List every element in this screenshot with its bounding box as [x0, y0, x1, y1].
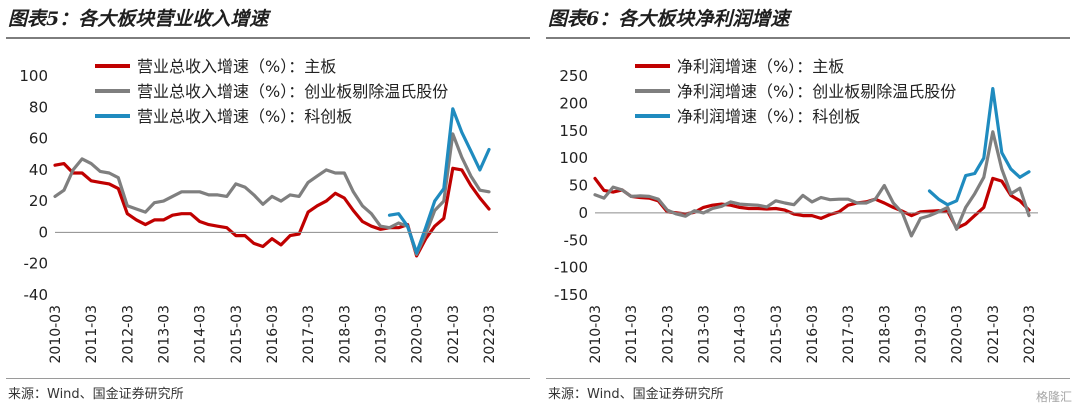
- series-line-2: [593, 130, 1031, 238]
- x-tick-label: 2019-03: [913, 305, 929, 364]
- x-tick-label: 2020-03: [950, 305, 966, 364]
- chart-title-left: 图表5：各大板块营业收入增速: [8, 8, 269, 30]
- y-tick-label: -50: [564, 231, 589, 249]
- legend-label-2: 净利润增速（%）：创业板剔除温氏股份: [677, 82, 956, 101]
- chart-revenue-growth: -40 -20 0 20 40 60 80 100 2010-03 2011-03 2012-03 2…: [19, 57, 498, 364]
- x-tick-label: 2014-03: [733, 305, 749, 364]
- y-tick-label: 40: [29, 161, 48, 179]
- x-tick-label: 2022-03: [482, 305, 498, 364]
- series-line-3: [927, 86, 1031, 207]
- x-tick-label: 2013-03: [156, 305, 172, 364]
- x-tick-label: 2010-03: [588, 305, 604, 364]
- y-tick-label: 50: [569, 177, 588, 195]
- x-tick-label: 2016-03: [805, 305, 821, 364]
- x-tick-label: 2017-03: [841, 305, 857, 364]
- y-tick-label: 80: [29, 98, 48, 116]
- legend-label-2: 营业总收入增速（%）：创业板剔除温氏股份: [137, 82, 448, 101]
- x-tick-label: 2015-03: [229, 305, 245, 364]
- y-tick-label: 20: [29, 192, 48, 210]
- x-tick-label: 2018-03: [337, 305, 353, 364]
- title-rule-left: [6, 37, 530, 39]
- y-tick-label: 150: [559, 122, 588, 140]
- source-note-left: 来源：Wind、国金证券研究所: [8, 387, 184, 402]
- y-tick-label: 0: [578, 204, 588, 222]
- watermark-logo: 格隆汇: [1035, 390, 1072, 404]
- x-tick-label: 2015-03: [769, 305, 785, 364]
- x-tick-label: 2021-03: [446, 305, 462, 364]
- x-tick-label: 2019-03: [373, 305, 389, 364]
- y-tick-label: -20: [24, 255, 49, 273]
- source-note-right: 来源：Wind、国金证券研究所: [548, 387, 724, 402]
- x-tick-label: 2011-03: [84, 305, 100, 364]
- series-line-3: [387, 107, 491, 255]
- x-tick-label: 2017-03: [301, 305, 317, 364]
- y-tick-label: 100: [559, 149, 588, 167]
- x-tick-label: 2011-03: [624, 305, 640, 364]
- source-rule-left: [6, 378, 530, 379]
- legend-label-3: 营业总收入增速（%）：科创板: [137, 107, 352, 126]
- x-tick-label: 2020-03: [410, 305, 426, 364]
- y-tick-label: -150: [554, 286, 588, 304]
- y-tick-label: 200: [559, 94, 588, 112]
- y-tick-label: 60: [29, 130, 48, 148]
- legend-label-3: 净利润增速（%）：科创板: [677, 107, 860, 126]
- y-tick-label: 0: [38, 223, 48, 241]
- y-tick-label: 100: [19, 67, 48, 85]
- chart-title-right: 图表6：各大板块净利润增速: [548, 8, 790, 30]
- y-tick-label: -100: [554, 259, 588, 277]
- chart-profit-growth: -150 -100 -50 0 50 100 150 200 250 2010-03 2011-03…: [554, 57, 1038, 364]
- legend-label-1: 净利润增速（%）：主板: [677, 57, 844, 76]
- x-tick-label: 2018-03: [877, 305, 893, 364]
- y-tick-label: -40: [24, 286, 49, 304]
- x-tick-label: 2022-03: [1022, 305, 1038, 364]
- source-rule-right: [546, 378, 1070, 379]
- x-tick-label: 2012-03: [120, 305, 136, 364]
- series-line-1: [53, 161, 491, 258]
- x-tick-label: 2013-03: [696, 305, 712, 364]
- x-tick-label: 2010-03: [48, 305, 64, 364]
- x-tick-label: 2012-03: [660, 305, 676, 364]
- title-rule-right: [546, 37, 1070, 39]
- legend-label-1: 营业总收入增速（%）：主板: [137, 57, 336, 76]
- x-tick-label: 2014-03: [193, 305, 209, 364]
- y-tick-label: 250: [559, 67, 588, 85]
- x-tick-label: 2016-03: [265, 305, 281, 364]
- x-tick-label: 2021-03: [986, 305, 1002, 364]
